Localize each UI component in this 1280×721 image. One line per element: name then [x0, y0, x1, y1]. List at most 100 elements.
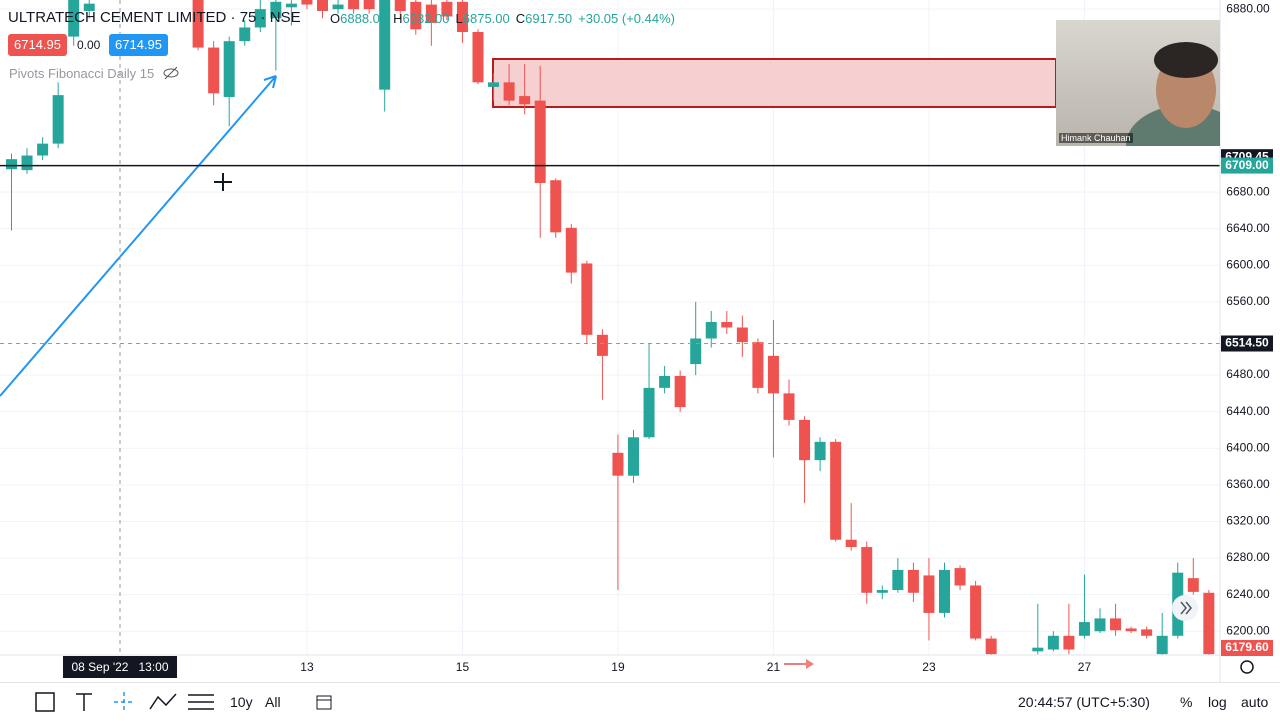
candle-body	[1110, 618, 1122, 631]
candle-body	[659, 375, 671, 388]
candle-body	[752, 342, 764, 388]
candle-body	[1032, 647, 1044, 652]
candle-body	[970, 585, 982, 639]
candle-body	[721, 322, 733, 328]
candle-body	[892, 569, 904, 591]
candle-body	[845, 539, 857, 548]
drawing-tools	[35, 692, 214, 712]
candle-body	[394, 0, 406, 11]
ohlc-value: 6875.00	[462, 11, 510, 26]
scroll-button[interactable]	[1172, 595, 1198, 621]
candle-body	[519, 96, 531, 105]
candle-body	[1187, 578, 1199, 592]
price-tag-bg	[1221, 335, 1273, 352]
log-toggle[interactable]: log	[1208, 694, 1227, 710]
range-all[interactable]: All	[265, 694, 281, 710]
date-range-icon[interactable]	[314, 692, 334, 712]
candle-body	[550, 180, 562, 233]
symbol-line: ULTRATECH CEMENT LIMITED · 75 · NSE	[8, 9, 301, 26]
candle-body	[301, 0, 313, 5]
candle-body	[6, 159, 17, 170]
candle-body	[1078, 622, 1090, 636]
y-tick-label: 6320.00	[1226, 514, 1270, 528]
settings-icon[interactable]	[1240, 660, 1254, 674]
candle-body	[192, 0, 204, 48]
chart: 6880.00 6680.00 6640.00 6600.00 6560.00 6480.…	[0, 0, 1273, 682]
candle-body	[1203, 592, 1215, 655]
ohlc-key: H	[393, 11, 403, 26]
candle-body	[923, 575, 935, 613]
y-tick-label: 6680.00	[1226, 184, 1270, 198]
buy-button[interactable]: 6714.95	[109, 34, 168, 56]
symbol: ULTRATECH CEMENT LIMITED	[8, 9, 227, 26]
candle-body	[332, 4, 344, 10]
cursor	[214, 173, 232, 191]
x-tick-label: 13	[300, 660, 314, 674]
y-tick-label: 6440.00	[1226, 404, 1270, 418]
candle-body	[783, 393, 795, 420]
auto-toggle[interactable]: auto	[1241, 694, 1269, 710]
x-tick-label: 19	[611, 660, 625, 674]
webcam-image	[1126, 42, 1220, 146]
candle-body	[254, 9, 266, 28]
candle-body	[1125, 628, 1137, 632]
arrow-head	[263, 75, 277, 89]
ohlc-value: 6917.50	[525, 11, 573, 26]
candle-body	[456, 1, 468, 33]
indicator: Pivots Fibonacci Daily 15	[9, 66, 155, 81]
candle-body	[83, 3, 95, 11]
y-tick-label: 6600.00	[1226, 257, 1270, 271]
candle-body	[596, 334, 608, 356]
candle-body	[472, 32, 484, 83]
interval: 75	[239, 9, 257, 26]
candle-body	[239, 27, 251, 42]
y-tick-label: 6400.00	[1226, 440, 1270, 454]
cross-tool[interactable]	[114, 692, 134, 712]
candle-body	[1141, 629, 1153, 636]
pattern-tool[interactable]	[149, 693, 177, 710]
candle-body	[441, 1, 453, 17]
candle-body	[861, 547, 873, 593]
candle-body	[939, 569, 950, 613]
candle-body	[1047, 635, 1059, 650]
candle-body	[1063, 635, 1075, 650]
text-tool[interactable]	[76, 693, 92, 711]
price-tag-bg	[1221, 640, 1273, 656]
crosshair-time: 08 Sep '22 13:00	[63, 656, 177, 678]
candle-body	[674, 375, 686, 408]
rect-tool[interactable]	[35, 692, 55, 712]
scroll-icon	[1180, 601, 1192, 615]
hide-icon[interactable]	[162, 66, 180, 80]
candle-body	[270, 1, 282, 19]
grid	[0, 0, 1220, 655]
range-10y[interactable]: 10y	[230, 694, 253, 710]
x-tick-label: 21	[767, 660, 781, 674]
supply-zone	[492, 58, 1057, 108]
webcam-name: Himank Chauhan	[1059, 133, 1133, 143]
trend-line	[0, 75, 277, 397]
percent-toggle[interactable]: %	[1180, 694, 1193, 710]
candle-body	[68, 0, 80, 37]
spread: 0.00	[77, 38, 101, 52]
candle-body	[379, 0, 391, 90]
change: +30.05 (+0.44%)	[578, 11, 675, 26]
candle-body	[285, 3, 297, 8]
candle-body	[21, 155, 33, 171]
ohlc-key: O	[330, 11, 341, 26]
fib-tool[interactable]	[188, 694, 214, 710]
price-tag: 6514.50	[1225, 336, 1269, 350]
scroll-arrow-head	[806, 659, 814, 669]
sell-button[interactable]: 6714.95	[8, 34, 67, 56]
candle-body	[814, 441, 826, 461]
candle-body	[1094, 618, 1106, 632]
candle-body	[1156, 635, 1168, 655]
candle-body	[705, 322, 717, 339]
y-tick-label: 6280.00	[1226, 550, 1270, 564]
candle-body	[767, 355, 779, 394]
x-tick-label: 23	[922, 660, 936, 674]
candle-body	[488, 82, 500, 87]
ohlc-value: 6932.00	[402, 11, 450, 26]
y-tick-label: 6880.00	[1226, 1, 1270, 15]
candle-body	[410, 1, 422, 30]
